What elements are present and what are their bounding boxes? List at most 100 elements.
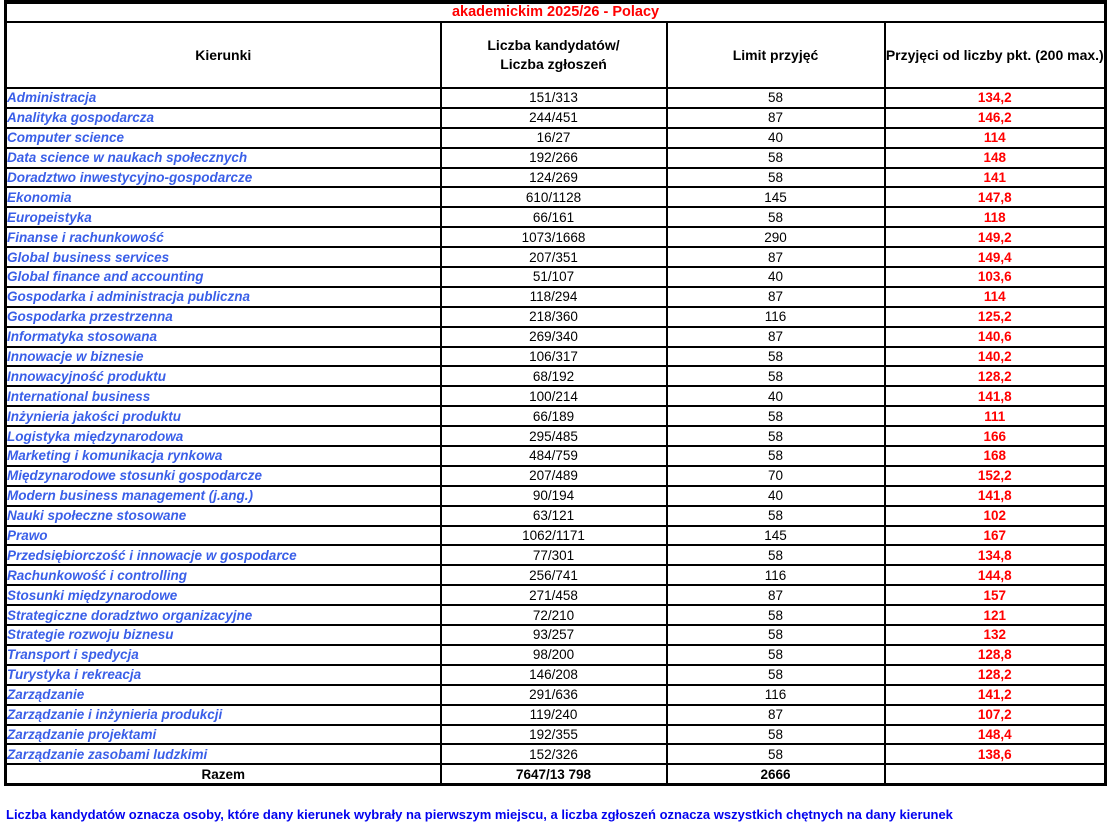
limit-value: 87 xyxy=(665,703,886,726)
limit-value: 145 xyxy=(665,186,886,209)
points-value: 134,8 xyxy=(883,544,1107,567)
candidates-value: 484/759 xyxy=(439,445,668,467)
limit-value: 87 xyxy=(665,584,886,607)
program-name: Doradztwo inwestycyjno-gospodarcze xyxy=(4,166,442,189)
program-name: Analityka gospodarcza xyxy=(4,106,442,129)
points-value: 114 xyxy=(883,285,1107,308)
points-value: 152,2 xyxy=(883,464,1107,487)
table-row: Innowacje w biznesie 106/317 58 140,2 xyxy=(4,345,1107,368)
points-value: 140,2 xyxy=(883,345,1107,368)
candidates-value: 63/121 xyxy=(439,504,668,527)
program-name: Transport i spedycja xyxy=(4,643,442,666)
table-row: Doradztwo inwestycyjno-gospodarcze 124/26… xyxy=(4,166,1107,189)
points-value: 138,6 xyxy=(883,743,1107,766)
program-name: Inżynieria jakości produktu xyxy=(4,405,442,428)
candidates-value: 207/351 xyxy=(439,246,668,269)
candidates-value: 146/208 xyxy=(439,663,668,686)
candidates-value: 218/360 xyxy=(439,305,668,328)
limit-value: 87 xyxy=(665,246,886,269)
table-header-row: Kierunki Liczba kandydatów/ Liczba zgłos… xyxy=(4,21,1107,89)
candidates-value: 98/200 xyxy=(439,643,668,666)
points-value: 167 xyxy=(883,524,1107,547)
table-row: Turystyka i rekreacja 146/208 58 128,2 xyxy=(4,663,1107,686)
total-row: Razem 7647/13 798 2666 xyxy=(4,763,1107,786)
candidates-value: 66/189 xyxy=(439,405,668,428)
program-name: Innowacyjność produktu xyxy=(4,365,442,388)
column-header-kandydaci-line1: Liczba kandydatów/ xyxy=(487,37,620,53)
program-name: Nauki społeczne stosowane xyxy=(4,504,442,527)
table-row: Global business services 207/351 87 149,4 xyxy=(4,246,1107,269)
table-title: akademickim 2025/26 - Polacy xyxy=(4,1,1107,23)
table-row: International business 100/214 40 141,8 xyxy=(4,385,1107,408)
points-value: 132 xyxy=(883,624,1107,646)
total-points-value xyxy=(883,763,1107,786)
limit-value: 58 xyxy=(665,544,886,567)
points-value: 128,8 xyxy=(883,643,1107,666)
candidates-value: 93/257 xyxy=(439,624,668,646)
candidates-value: 90/194 xyxy=(439,484,668,507)
program-name: Prawo xyxy=(4,524,442,547)
limit-value: 40 xyxy=(665,266,886,288)
points-value: 102 xyxy=(883,504,1107,527)
limit-value: 58 xyxy=(665,743,886,766)
candidates-value: 77/301 xyxy=(439,544,668,567)
table-row: Zarządzanie projektami 192/355 58 148,4 xyxy=(4,723,1107,746)
candidates-value: 66/161 xyxy=(439,206,668,229)
points-value: 148 xyxy=(883,146,1107,169)
limit-value: 116 xyxy=(665,564,886,587)
program-name: Administracja xyxy=(4,87,442,109)
candidates-value: 68/192 xyxy=(439,365,668,388)
total-limit-value: 2666 xyxy=(665,763,886,786)
candidates-value: 118/294 xyxy=(439,285,668,308)
table-row: Innowacyjność produktu 68/192 58 128,2 xyxy=(4,365,1107,388)
candidates-value: 151/313 xyxy=(439,87,668,109)
points-value: 168 xyxy=(883,445,1107,467)
table-row: Data science w naukach społecznych 192/26… xyxy=(4,146,1107,169)
points-value: 149,4 xyxy=(883,246,1107,269)
table-row: Ekonomia 610/1128 145 147,8 xyxy=(4,186,1107,209)
points-value: 148,4 xyxy=(883,723,1107,746)
candidates-value: 119/240 xyxy=(439,703,668,726)
table-title-row: akademickim 2025/26 - Polacy xyxy=(4,1,1107,23)
limit-value: 58 xyxy=(665,166,886,189)
candidates-value: 124/269 xyxy=(439,166,668,189)
table-row: Stosunki międzynarodowe 271/458 87 157 xyxy=(4,584,1107,607)
table-row: Gospodarka przestrzenna 218/360 116 125,2 xyxy=(4,305,1107,328)
candidates-value: 100/214 xyxy=(439,385,668,408)
table-row: Gospodarka i administracja publiczna 118/… xyxy=(4,285,1107,308)
table-row: Europeistyka 66/161 58 118 xyxy=(4,206,1107,229)
candidates-value: 16/27 xyxy=(439,126,668,149)
limit-value: 58 xyxy=(665,723,886,746)
limit-value: 58 xyxy=(665,87,886,109)
table-row: Transport i spedycja 98/200 58 128,8 xyxy=(4,643,1107,666)
limit-value: 290 xyxy=(665,226,886,249)
points-value: 103,6 xyxy=(883,266,1107,288)
program-name: Marketing i komunikacja rynkowa xyxy=(4,445,442,467)
points-value: 141 xyxy=(883,166,1107,189)
table-row: Zarządzanie 291/636 116 141,2 xyxy=(4,683,1107,706)
table-row: Analityka gospodarcza 244/451 87 146,2 xyxy=(4,106,1107,129)
limit-value: 70 xyxy=(665,464,886,487)
column-header-limit: Limit przyjęć xyxy=(665,21,886,89)
points-value: 140,6 xyxy=(883,325,1107,348)
program-name: Finanse i rachunkowość xyxy=(4,226,442,249)
column-header-przyjeci: Przyjęci od liczby pkt. (200 max.) xyxy=(883,21,1107,89)
points-value: 111 xyxy=(883,405,1107,428)
candidates-value: 295/485 xyxy=(439,425,668,448)
program-name: Zarządzanie zasobami ludzkimi xyxy=(4,743,442,766)
table-row: Informatyka stosowana 269/340 87 140,6 xyxy=(4,325,1107,348)
limit-value: 58 xyxy=(665,206,886,229)
table-row: Strategie rozwoju biznesu 93/257 58 132 xyxy=(4,624,1107,646)
limit-value: 58 xyxy=(665,445,886,467)
column-header-kandydaci-line2: Liczba zgłoszeń xyxy=(500,56,607,72)
table-row: Międzynarodowe stosunki gospodarcze 207/4… xyxy=(4,464,1107,487)
program-name: Zarządzanie xyxy=(4,683,442,706)
program-name: Turystyka i rekreacja xyxy=(4,663,442,686)
table-row: Zarządzanie i inżynieria produkcji 119/24… xyxy=(4,703,1107,726)
footnote: Liczba kandydatów oznacza osoby, które d… xyxy=(6,807,953,823)
candidates-value: 291/636 xyxy=(439,683,668,706)
candidates-value: 152/326 xyxy=(439,743,668,766)
points-value: 128,2 xyxy=(883,365,1107,388)
table-row: Finanse i rachunkowość 1073/1668 290 149,2 xyxy=(4,226,1107,249)
points-value: 157 xyxy=(883,584,1107,607)
